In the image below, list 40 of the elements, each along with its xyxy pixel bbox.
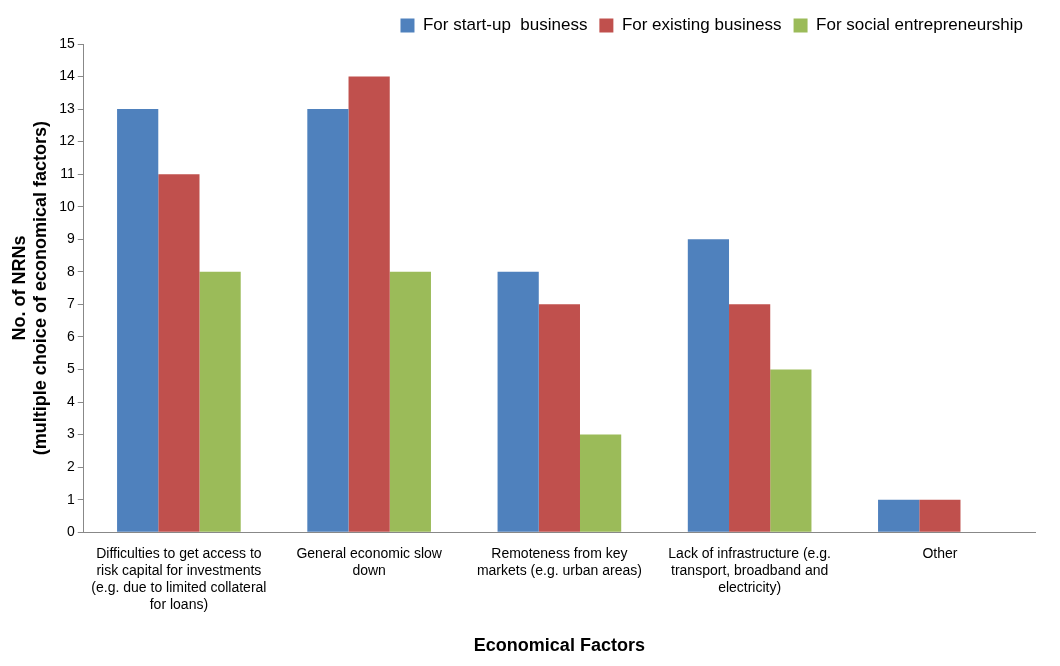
bar xyxy=(348,76,390,532)
bar xyxy=(878,499,920,532)
y-tick-label: 11 xyxy=(60,165,75,182)
bar xyxy=(770,369,812,532)
bar xyxy=(389,271,431,532)
y-tick-label: 4 xyxy=(66,392,75,409)
y-tick-label: 13 xyxy=(59,99,75,116)
x-axis-title: Economical Factors xyxy=(473,635,645,656)
bar xyxy=(199,271,241,532)
bar xyxy=(919,499,961,532)
x-tick-label: General economic slow down xyxy=(296,545,443,579)
bar xyxy=(497,271,539,532)
bar xyxy=(158,174,200,532)
bar xyxy=(538,304,580,532)
y-tick-label: 10 xyxy=(59,197,75,214)
y-tick-label: 14 xyxy=(59,67,75,84)
x-tick-label: Remoteness from key markets (e.g. urban areas) xyxy=(476,545,642,579)
y-tick-label: 5 xyxy=(66,360,75,377)
x-tick-label: Other xyxy=(922,545,958,562)
bar xyxy=(580,434,622,532)
x-tick-label: Difficulties to get access to risk capital for investments (e.g. due to limited collateral for loans) xyxy=(91,545,267,612)
bar xyxy=(307,109,349,532)
y-tick-label: 2 xyxy=(66,457,75,474)
bar xyxy=(729,304,771,532)
y-axis-title: No. of NRNs (multiple choice of economical factors) xyxy=(8,121,51,456)
bar xyxy=(687,239,730,532)
y-tick-label: 3 xyxy=(66,425,75,442)
y-tick-label: 12 xyxy=(59,132,75,149)
y-tick-label: 15 xyxy=(59,34,75,51)
bar xyxy=(117,109,159,532)
x-tick-label: Lack of infrastructure (e.g. transport, broadband and electricity) xyxy=(668,545,831,596)
legend-label: For social entrepreneurship xyxy=(816,15,1024,35)
y-tick-label: 1 xyxy=(66,490,75,507)
y-tick-label: 8 xyxy=(66,262,75,279)
y-tick-label: 7 xyxy=(66,295,75,312)
y-tick-label: 9 xyxy=(66,230,75,247)
legend-label: For start-up business xyxy=(422,15,588,35)
y-tick-label: 0 xyxy=(66,523,75,540)
y-tick-label: 6 xyxy=(66,327,75,344)
legend-label: For existing business xyxy=(621,15,782,35)
